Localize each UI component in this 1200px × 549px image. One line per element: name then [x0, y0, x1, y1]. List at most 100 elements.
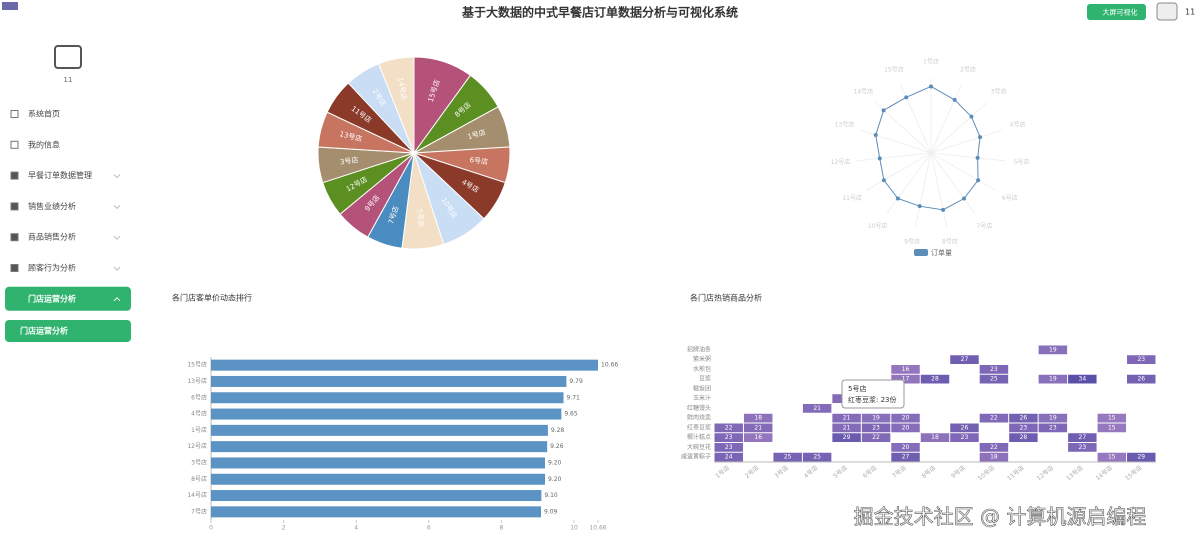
heat-cell — [1127, 355, 1156, 364]
radar-axis — [930, 152, 976, 214]
radar-axis — [859, 129, 932, 154]
cell-label: 23 — [1079, 444, 1087, 451]
screen-button-label[interactable]: 大屏可视化 — [1103, 8, 1138, 17]
radar-point — [969, 114, 974, 119]
y-tick-label: 3号店 — [191, 458, 207, 466]
cell-label: 18 — [990, 454, 998, 461]
bar — [211, 375, 567, 387]
menu-icon[interactable] — [10, 110, 19, 118]
sidebar-avatar — [54, 45, 82, 69]
menu-item[interactable]: 门店运营分析 — [28, 293, 76, 303]
header-bar — [0, 0, 1200, 25]
heat-cell — [714, 452, 743, 462]
radar-point — [978, 135, 983, 140]
menu-item[interactable]: 销售业绩分析 — [28, 201, 76, 211]
submenu-label[interactable]: 门店运营分析 — [20, 326, 68, 336]
cell-label: 21 — [843, 415, 851, 422]
cell-label: 15 — [1108, 415, 1116, 422]
radar-point — [975, 155, 980, 160]
menu-item[interactable]: 系统首页 — [28, 109, 60, 119]
radar-indicator: 6号店 — [1002, 194, 1018, 202]
radar-axis — [930, 102, 988, 154]
radar-axis — [856, 152, 932, 162]
cell-label: 34 — [1079, 376, 1087, 383]
cell-label: 21 — [813, 405, 821, 412]
heat-cell — [832, 413, 861, 423]
heat-cell — [1038, 345, 1068, 355]
y-tick-label: 鲜肉烧卖 — [687, 414, 711, 422]
cell-label: 19 — [1049, 376, 1057, 383]
heat-cell — [832, 423, 861, 433]
heat-cell — [920, 374, 950, 384]
heat-cell — [891, 413, 920, 423]
cell-label: 17 — [902, 376, 910, 383]
menu-icon[interactable] — [10, 140, 19, 149]
heat-cell — [802, 404, 832, 413]
pie-slice — [378, 56, 415, 154]
heat-cell — [1009, 433, 1038, 442]
pie-label: 3号店 — [339, 155, 358, 166]
cell-label: 15 — [1108, 424, 1116, 431]
menu-item[interactable]: 商品销售分析 — [28, 232, 76, 242]
tooltip-title: 5号店 — [848, 384, 866, 393]
radar-point — [962, 196, 967, 201]
x-tick-label: 8 — [500, 525, 504, 532]
cell-label: 21 — [843, 424, 851, 431]
x-tick-label: 4 — [354, 525, 358, 532]
radar-point — [941, 207, 946, 212]
radar-indicator: 8号店 — [942, 238, 958, 246]
menu-chevron[interactable] — [113, 174, 121, 179]
y-tick-label: 14号店 — [187, 491, 207, 499]
radar-axis — [930, 129, 1003, 154]
cell-label: 26 — [961, 424, 969, 431]
cell-label: 21 — [754, 424, 762, 431]
radar-indicator: 11号店 — [842, 194, 862, 202]
cell-label: 23 — [961, 434, 969, 441]
value-label: 9.65 — [564, 411, 578, 418]
cell-label: 26 — [1137, 376, 1145, 383]
heat-cell — [1097, 452, 1127, 462]
menu-chevron[interactable] — [113, 205, 121, 210]
menu-icon[interactable] — [10, 233, 19, 242]
radar-indicator: 9号店 — [904, 238, 920, 246]
y-tick-label: 红糖馒头 — [687, 404, 711, 412]
cell-label: 29 — [843, 434, 851, 441]
user-name[interactable]: 11 — [1185, 8, 1195, 17]
menu-icon[interactable] — [10, 171, 19, 180]
bar — [211, 473, 545, 485]
cell-label: 19 — [1049, 346, 1057, 353]
heat-cell — [1038, 413, 1068, 423]
menu-item-active[interactable] — [5, 286, 131, 311]
radar-axis — [865, 152, 932, 191]
heat-cell — [1038, 423, 1068, 433]
y-tick-label: 7号店 — [191, 507, 207, 515]
heat-cell — [802, 452, 832, 462]
menu-chevron[interactable] — [113, 266, 121, 271]
y-tick-label: 豆浆 — [699, 375, 711, 383]
radar-indicator: 13号店 — [835, 120, 855, 128]
value-label: 9.20 — [548, 459, 562, 466]
submenu-item[interactable] — [5, 320, 131, 342]
heat-cell — [1097, 413, 1127, 423]
y-tick-label: 大碗豆花 — [687, 443, 711, 451]
cell-label: 29 — [1137, 454, 1145, 461]
y-tick-label: 4号店 — [191, 410, 207, 418]
menu-item[interactable]: 我的信息 — [28, 139, 60, 149]
heat-cell — [950, 355, 979, 364]
menu-icon[interactable] — [10, 264, 19, 272]
user-avatar[interactable] — [1156, 2, 1178, 21]
cell-label: 16 — [902, 366, 910, 373]
menu-chevron[interactable] — [113, 235, 121, 240]
x-tick-label: 10 — [570, 525, 578, 532]
y-tick-label: 招牌油条 — [687, 345, 711, 353]
menu-icon[interactable] — [10, 202, 19, 211]
menu-item[interactable]: 顾客行为分析 — [28, 263, 76, 273]
menu-item[interactable]: 早餐订单数据管理 — [28, 170, 92, 180]
menu-chevron[interactable] — [113, 297, 121, 302]
value-label: 9.26 — [550, 443, 564, 450]
y-tick-label: 玉米汁 — [693, 394, 711, 402]
screen-button[interactable] — [1087, 4, 1146, 20]
bar — [211, 506, 542, 518]
cell-label: 27 — [902, 454, 910, 461]
